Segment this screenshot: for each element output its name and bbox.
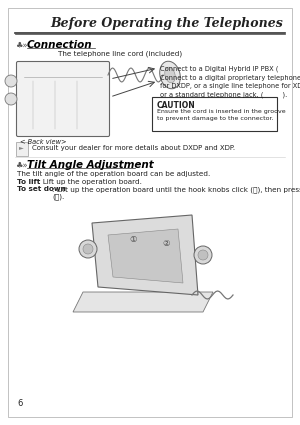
FancyBboxPatch shape — [152, 97, 277, 131]
Text: Consult your dealer for more details about DXDP and XDP.: Consult your dealer for more details abo… — [32, 145, 235, 151]
FancyBboxPatch shape — [16, 62, 110, 136]
Ellipse shape — [165, 67, 175, 83]
Ellipse shape — [160, 61, 180, 89]
Text: ♣»: ♣» — [15, 40, 28, 49]
Text: ①: ① — [129, 235, 137, 244]
Circle shape — [5, 93, 17, 105]
Circle shape — [198, 250, 208, 260]
Polygon shape — [73, 292, 213, 312]
Text: Connect to a digital proprietary telephone
for DXDP, or a single line telephone : Connect to a digital proprietary telepho… — [160, 75, 300, 97]
Text: The tilt angle of the operation board can be adjusted.: The tilt angle of the operation board ca… — [17, 171, 210, 177]
Text: ♣»: ♣» — [15, 160, 28, 169]
Polygon shape — [108, 229, 183, 283]
Text: Ensure the cord is inserted in the groove
to prevent damage to the connector.: Ensure the cord is inserted in the groov… — [157, 109, 286, 121]
Text: : Lift up the operation board until the hook knobs click (Ⓛ), then press down: : Lift up the operation board until the … — [52, 186, 300, 193]
Text: The telephone line cord (included): The telephone line cord (included) — [58, 50, 182, 57]
Text: CAUTION: CAUTION — [157, 101, 196, 110]
Text: 6: 6 — [17, 399, 22, 408]
Circle shape — [83, 244, 93, 254]
Circle shape — [194, 246, 212, 264]
Text: Connection: Connection — [27, 40, 93, 50]
Polygon shape — [92, 215, 198, 295]
FancyBboxPatch shape — [8, 8, 292, 417]
Text: (Ⓛ).: (Ⓛ). — [52, 193, 64, 200]
FancyBboxPatch shape — [16, 142, 28, 156]
Text: < Back view>: < Back view> — [20, 139, 67, 145]
Text: Connect to a Digital Hybrid IP PBX (                    ): Connect to a Digital Hybrid IP PBX ( ) — [160, 65, 300, 71]
Text: : Lift up the operation board.: : Lift up the operation board. — [38, 179, 142, 185]
Text: ②: ② — [162, 238, 170, 247]
Text: Before Operating the Telephones: Before Operating the Telephones — [50, 17, 283, 30]
Text: To lift: To lift — [17, 179, 40, 185]
Circle shape — [5, 75, 17, 87]
Text: ►: ► — [19, 145, 24, 150]
Text: To set down: To set down — [17, 186, 66, 192]
Circle shape — [79, 240, 97, 258]
Text: Tilt Angle Adjustment: Tilt Angle Adjustment — [27, 160, 154, 170]
